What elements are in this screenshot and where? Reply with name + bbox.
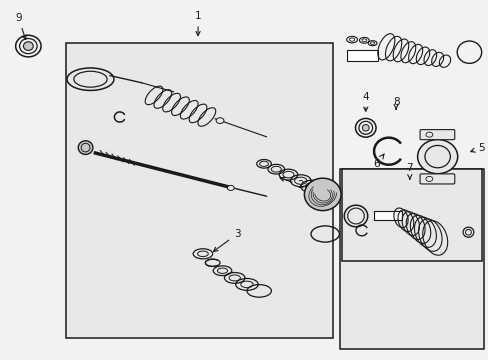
Ellipse shape (417, 140, 457, 174)
Text: 3: 3 (213, 229, 240, 251)
FancyBboxPatch shape (419, 174, 454, 184)
Ellipse shape (304, 178, 340, 211)
Text: 8: 8 (392, 96, 399, 109)
Text: 4: 4 (362, 92, 368, 111)
Text: 9: 9 (15, 13, 26, 39)
Bar (342, 169, 481, 261)
Bar (339, 169, 483, 349)
Text: 6: 6 (372, 154, 384, 169)
Text: 2: 2 (280, 177, 304, 190)
Ellipse shape (23, 42, 33, 50)
Ellipse shape (362, 125, 368, 131)
Ellipse shape (78, 141, 93, 154)
FancyBboxPatch shape (419, 130, 454, 140)
Circle shape (227, 185, 234, 190)
Circle shape (216, 118, 224, 123)
Bar (346, 50, 377, 61)
Text: 7: 7 (406, 163, 412, 179)
Bar (66, 43, 332, 338)
Text: 1: 1 (194, 11, 201, 36)
Text: 5: 5 (470, 143, 484, 153)
Bar (373, 211, 402, 220)
